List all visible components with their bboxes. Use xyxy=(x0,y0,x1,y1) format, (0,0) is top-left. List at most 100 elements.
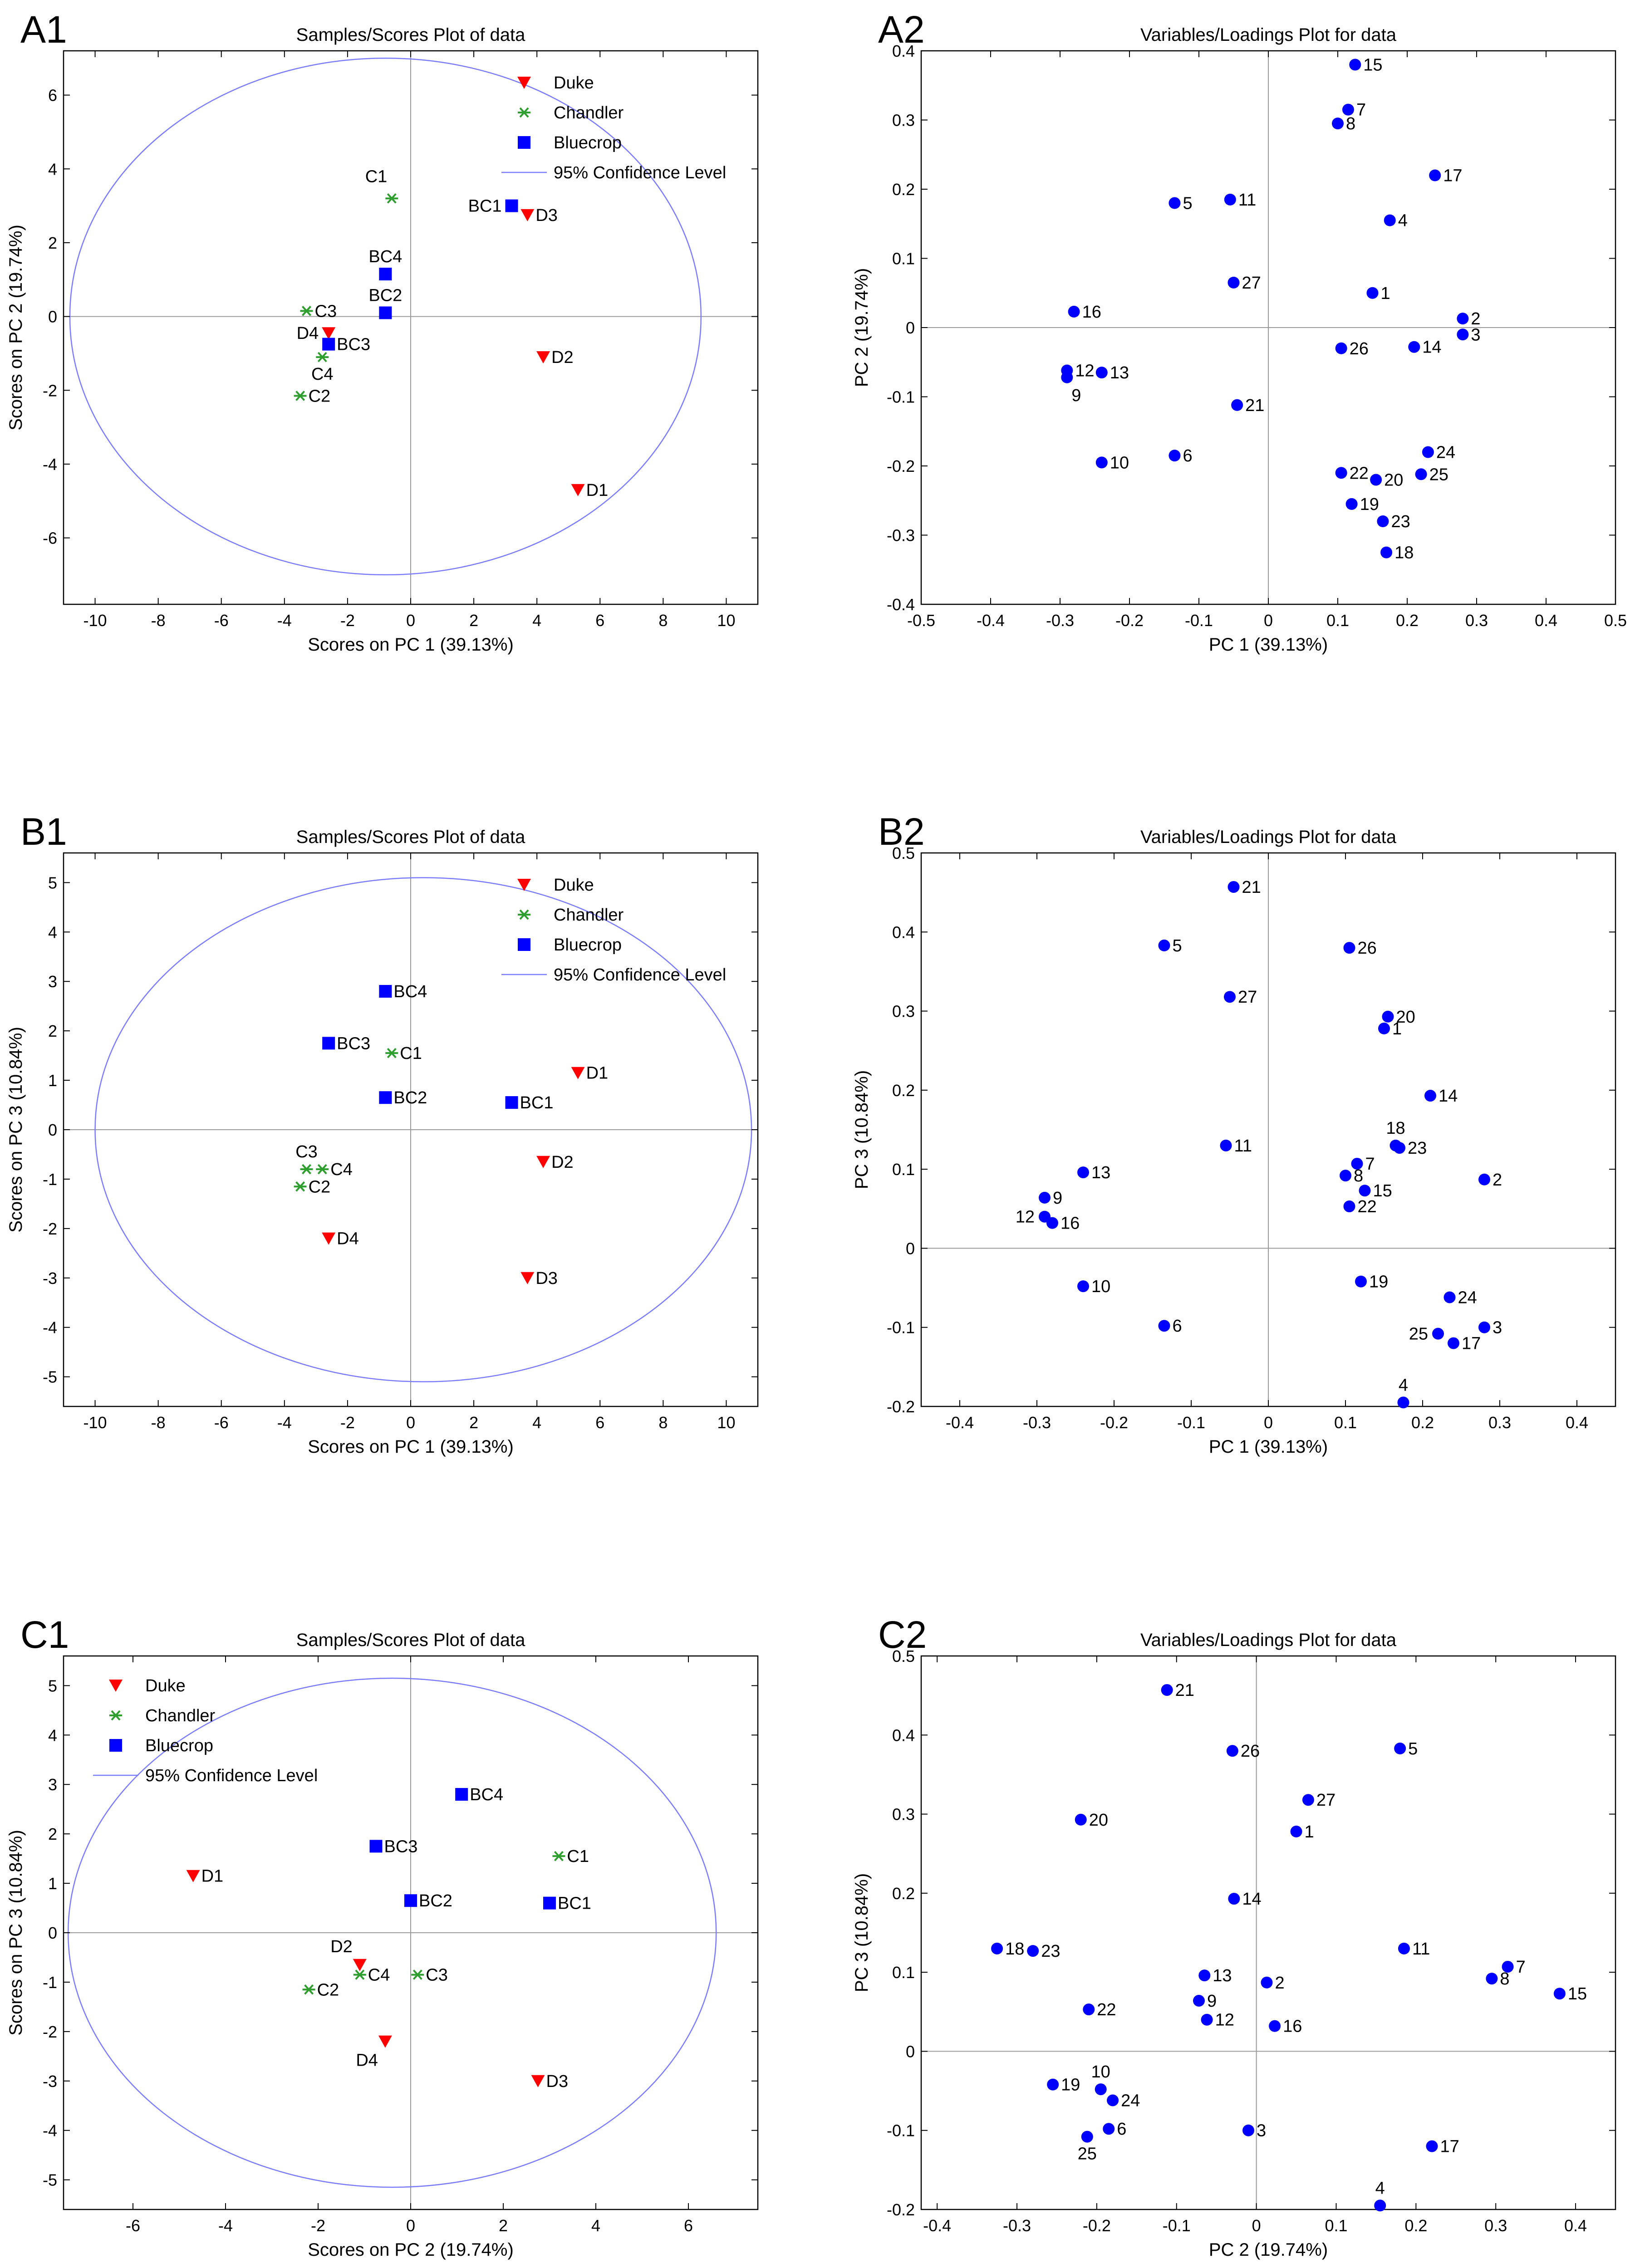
loading-point: 21 xyxy=(1161,1681,1194,1700)
y-tick-label: -0.2 xyxy=(887,2200,915,2219)
loading-point: 16 xyxy=(1068,303,1101,322)
loading-dot xyxy=(1220,1139,1232,1151)
y-tick-label: 0 xyxy=(48,1924,57,1942)
loading-dot xyxy=(1374,2199,1386,2212)
loading-point: 24 xyxy=(1444,1288,1477,1307)
point-label: 22 xyxy=(1350,464,1369,483)
panel-c1: C1 Samples/Scores Plot of data -6 -4 -2 0 2 4 6 -… xyxy=(6,1613,759,2260)
point-label: BC2 xyxy=(393,1088,427,1107)
loading-point: 15 xyxy=(1349,56,1383,75)
x-tick-label: 8 xyxy=(658,611,668,630)
point-label: 25 xyxy=(1078,2145,1097,2164)
chandler-marker xyxy=(294,1181,307,1192)
loading-dot xyxy=(1047,2078,1059,2091)
x-tick-label: 0.3 xyxy=(1465,611,1488,630)
sample-point: D2 xyxy=(330,1937,367,1971)
loading-dot xyxy=(1424,1090,1436,1102)
duke-marker xyxy=(520,209,535,221)
bluecrop-marker xyxy=(505,199,518,212)
chandler-marker-stroke xyxy=(317,352,327,362)
bluecrop-marker xyxy=(369,1840,383,1853)
panel-c2: C2 Variables/Loadings Plot for data -0.4 -0… xyxy=(852,1613,1616,2260)
loading-point: 8 xyxy=(1486,1969,1510,1989)
point-label: D4 xyxy=(356,2051,378,2070)
point-label: 4 xyxy=(1398,211,1408,230)
loading-dot xyxy=(1095,367,1108,379)
loading-point: 7 xyxy=(1342,101,1366,120)
sample-point: BC2 xyxy=(404,1891,452,1910)
x-tick-label: 2 xyxy=(469,611,478,630)
bluecrop-marker xyxy=(404,1894,417,1907)
y-tick-label: -0.3 xyxy=(887,526,915,545)
x-tick-label: 0.4 xyxy=(1535,611,1557,630)
x-tick-label: -0.3 xyxy=(1023,1413,1051,1432)
point-label: 24 xyxy=(1436,443,1455,462)
x-tick-label: -4 xyxy=(218,2216,233,2235)
loading-dot xyxy=(1039,1191,1051,1204)
x-tick-label: -6 xyxy=(214,611,229,630)
point-label: 26 xyxy=(1358,939,1377,958)
duke-marker xyxy=(322,327,336,340)
point-label: 16 xyxy=(1082,303,1101,322)
x-tick-label: 0.5 xyxy=(1604,611,1627,630)
point-label: D1 xyxy=(586,481,609,500)
bluecrop-marker xyxy=(322,1037,335,1050)
loading-point: 20 xyxy=(1075,1811,1108,1830)
point-label: 27 xyxy=(1238,988,1257,1007)
x-tick-label: 6 xyxy=(684,2216,693,2235)
loading-dot xyxy=(1394,1742,1406,1754)
loading-dot xyxy=(1377,515,1389,527)
panel-label: A1 xyxy=(20,8,67,51)
loading-dot xyxy=(1397,1396,1409,1409)
sample-point: C4 xyxy=(353,1966,390,1985)
bluecrop-marker xyxy=(505,1096,518,1109)
bluecrop-marker xyxy=(379,268,392,281)
loading-point: 25 xyxy=(1409,1325,1444,1344)
point-label: 1 xyxy=(1381,284,1390,303)
x-tick-label: -0.3 xyxy=(1046,611,1074,630)
point-label: 3 xyxy=(1257,2121,1266,2141)
point-label: BC3 xyxy=(337,1034,370,1053)
loading-point: 23 xyxy=(1027,1942,1060,1961)
x-axis-label: PC 2 (19.74%) xyxy=(1209,2240,1328,2260)
loading-point: 14 xyxy=(1424,1087,1458,1106)
duke-marker xyxy=(571,1067,585,1079)
x-tick-label: -0.4 xyxy=(977,611,1005,630)
y-tick-label: -4 xyxy=(43,1318,57,1337)
point-label: 10 xyxy=(1110,453,1129,472)
x-tick-label: 4 xyxy=(532,611,541,630)
loading-dot xyxy=(1242,2124,1255,2136)
loading-point: 18 xyxy=(991,1940,1024,1959)
loading-dot xyxy=(1107,2094,1119,2106)
loading-dot xyxy=(1349,59,1361,71)
x-tick-label: 8 xyxy=(658,1413,668,1432)
x-tick-label: -0.4 xyxy=(923,2216,951,2235)
x-tick-label: 6 xyxy=(595,1413,604,1432)
y-axis-label: Scores on PC 3 (10.84%) xyxy=(6,1830,26,2036)
y-tick-label: -1 xyxy=(43,1170,57,1189)
point-label: 12 xyxy=(1016,1208,1035,1227)
panel-a2: A2 Variables/Loadings Plot for data-0.5 -0… xyxy=(852,8,1627,655)
chart-title: Variables/Loadings Plot for data xyxy=(1140,827,1397,847)
point-label: 17 xyxy=(1462,1334,1481,1353)
legend-bluecrop-marker xyxy=(518,136,530,149)
point-label: 21 xyxy=(1245,396,1264,415)
legend-chandler-marker xyxy=(109,1710,122,1721)
panel-label: B1 xyxy=(20,810,67,853)
loading-dot xyxy=(1359,1185,1371,1197)
y-tick-label: -0.1 xyxy=(887,2121,915,2140)
legend-chandler-marker xyxy=(518,909,530,920)
loading-point: 10 xyxy=(1095,453,1129,472)
loading-dot xyxy=(1429,169,1441,181)
x-tick-label: -10 xyxy=(83,611,107,630)
chandler-marker-stroke xyxy=(304,1984,314,1995)
y-tick-label: -1 xyxy=(43,1973,57,1992)
x-axis-label: Scores on PC 1 (39.13%) xyxy=(308,1437,514,1457)
chart-title: Variables/Loadings Plot for data xyxy=(1140,25,1397,45)
point-label: D3 xyxy=(535,1269,558,1288)
point-label: 15 xyxy=(1363,56,1382,75)
point-label: 27 xyxy=(1316,1791,1335,1810)
point-label: 10 xyxy=(1091,2062,1110,2082)
sample-point: BC4 xyxy=(379,982,427,1001)
point-label: 11 xyxy=(1238,191,1256,210)
